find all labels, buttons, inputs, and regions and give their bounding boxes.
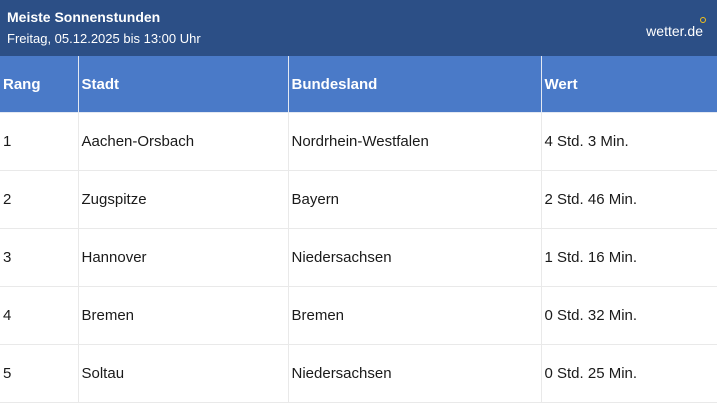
- cell-wert: 2 Std. 46 Min.: [541, 170, 717, 229]
- table-header-row: Rang Stadt Bundesland Wert: [0, 56, 717, 113]
- cell-rang: 4: [0, 286, 79, 345]
- cell-wert: 0 Std. 32 Min.: [541, 286, 717, 345]
- widget-title: Meiste Sonnenstunden: [7, 9, 161, 25]
- column-header-bundesland: Bundesland: [288, 56, 542, 113]
- cell-stadt: Hannover: [78, 228, 289, 287]
- cell-bundesland: Bremen: [288, 286, 542, 345]
- cell-bundesland: Nordrhein-Westfalen: [288, 112, 542, 171]
- cell-rang: 1: [0, 112, 79, 171]
- cell-stadt: Zugspitze: [78, 170, 289, 229]
- cell-bundesland: Niedersachsen: [288, 228, 542, 287]
- cell-wert: 4 Std. 3 Min.: [541, 112, 717, 171]
- table-row: 5 Soltau Niedersachsen 0 Std. 25 Min.: [0, 344, 717, 403]
- cell-rang: 5: [0, 344, 79, 403]
- table-row: 1 Aachen-Orsbach Nordrhein-Westfalen 4 S…: [0, 112, 717, 171]
- cell-bundesland: Niedersachsen: [288, 344, 542, 403]
- cell-stadt: Aachen-Orsbach: [78, 112, 289, 171]
- column-header-rang: Rang: [0, 56, 79, 113]
- cell-rang: 3: [0, 228, 79, 287]
- cell-bundesland: Bayern: [288, 170, 542, 229]
- cell-stadt: Soltau: [78, 344, 289, 403]
- logo-sun-icon: [700, 17, 706, 23]
- cell-wert: 1 Std. 16 Min.: [541, 228, 717, 287]
- table-row: 2 Zugspitze Bayern 2 Std. 46 Min.: [0, 170, 717, 229]
- wetter-de-logo[interactable]: wetter.de: [646, 23, 703, 39]
- cell-stadt: Bremen: [78, 286, 289, 345]
- ranking-table: Rang Stadt Bundesland Wert 1 Aachen-Orsb…: [0, 56, 717, 403]
- column-header-stadt: Stadt: [78, 56, 289, 113]
- column-header-wert: Wert: [541, 56, 717, 113]
- header-bar: Meiste Sonnenstunden Freitag, 05.12.2025…: [0, 0, 717, 56]
- widget-subtitle: Freitag, 05.12.2025 bis 13:00 Uhr: [7, 31, 201, 46]
- cell-rang: 2: [0, 170, 79, 229]
- cell-wert: 0 Std. 25 Min.: [541, 344, 717, 403]
- table-row: 3 Hannover Niedersachsen 1 Std. 16 Min.: [0, 228, 717, 287]
- table-row: 4 Bremen Bremen 0 Std. 32 Min.: [0, 286, 717, 345]
